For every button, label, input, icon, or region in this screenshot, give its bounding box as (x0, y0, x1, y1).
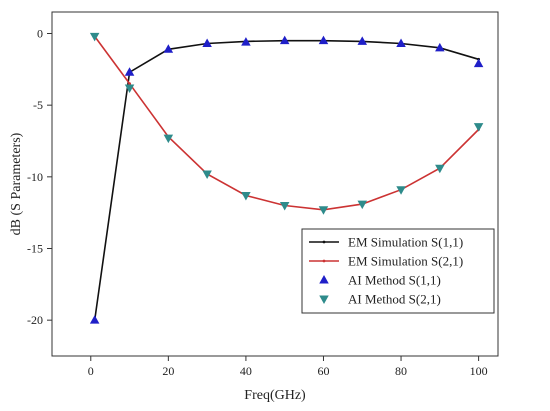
data-point-triangle-down (357, 200, 368, 210)
data-point-triangle-down (163, 134, 174, 144)
data-point-triangle-up (163, 44, 174, 53)
data-point-triangle-up (318, 35, 329, 45)
data-point-triangle-up (435, 42, 445, 52)
data-point-triangle-up (241, 37, 251, 46)
x-tick-label: 40 (240, 364, 252, 378)
x-tick-label: 0 (88, 364, 94, 378)
data-point-triangle-down (279, 202, 290, 211)
legend-marker-swatch (319, 275, 329, 284)
data-point-triangle-up (396, 38, 406, 48)
y-tick-label: 0 (37, 27, 43, 41)
x-tick-label: 20 (162, 364, 174, 378)
legend-item: AI Method S(1,1) (319, 273, 441, 288)
legend: EM Simulation S(1,1) EM Simulation S(2,1)… (301, 228, 495, 314)
y-axis-title: dB (S Parameters) (9, 132, 24, 235)
y-tick-label: -15 (27, 242, 43, 256)
series-2 (89, 35, 484, 324)
data-point-triangle-up (473, 58, 484, 68)
data-point-triangle-down (473, 123, 484, 132)
x-axis-ticks: 0 20 40 60 80 100 (88, 356, 488, 378)
data-point (128, 82, 131, 86)
legend-item: AI Method S(2,1) (319, 292, 441, 307)
data-point-triangle-down (318, 206, 329, 215)
legend-label: EM Simulation S(1,1) (348, 235, 463, 250)
x-tick-label: 60 (317, 364, 329, 378)
legend-label: EM Simulation S(2,1) (348, 254, 463, 269)
plot-frame (51, 11, 499, 357)
data-point-triangle-up (89, 315, 100, 324)
legend-item: EM Simulation S(2,1) (309, 254, 463, 269)
y-tick-label: -20 (27, 313, 43, 327)
data-point-triangle-up (202, 38, 212, 48)
y-tick-label: -10 (27, 170, 43, 184)
series-line (94, 35, 480, 211)
data-point-triangle-up (279, 35, 290, 45)
series-layer (89, 32, 484, 324)
legend-point-swatch (322, 259, 326, 263)
data-point-triangle-down (202, 170, 212, 179)
legend-box (301, 228, 495, 314)
series-1 (93, 34, 481, 212)
data-point-triangle-down (396, 186, 406, 195)
data-point-triangle-up (357, 36, 368, 45)
data-point-triangle-down (124, 84, 135, 93)
legend-point-swatch (322, 240, 326, 244)
x-tick-label: 80 (395, 364, 407, 378)
y-tick-label: -5 (33, 98, 43, 112)
series-3 (89, 32, 484, 215)
data-point-triangle-down (241, 191, 251, 201)
legend-label: AI Method S(1,1) (348, 273, 441, 288)
data-point-triangle-up (124, 67, 135, 76)
x-axis-title: Freq(GHz) (244, 388, 306, 403)
data-point-triangle-down (89, 32, 100, 42)
legend-item: EM Simulation S(1,1) (309, 235, 463, 250)
x-tick-label: 100 (470, 364, 488, 378)
legend-marker-swatch (319, 295, 329, 304)
y-axis-ticks: 0 -5 -10 -15 -20 (27, 27, 52, 327)
legend-label: AI Method S(2,1) (348, 292, 441, 307)
data-point-triangle-down (435, 164, 445, 174)
